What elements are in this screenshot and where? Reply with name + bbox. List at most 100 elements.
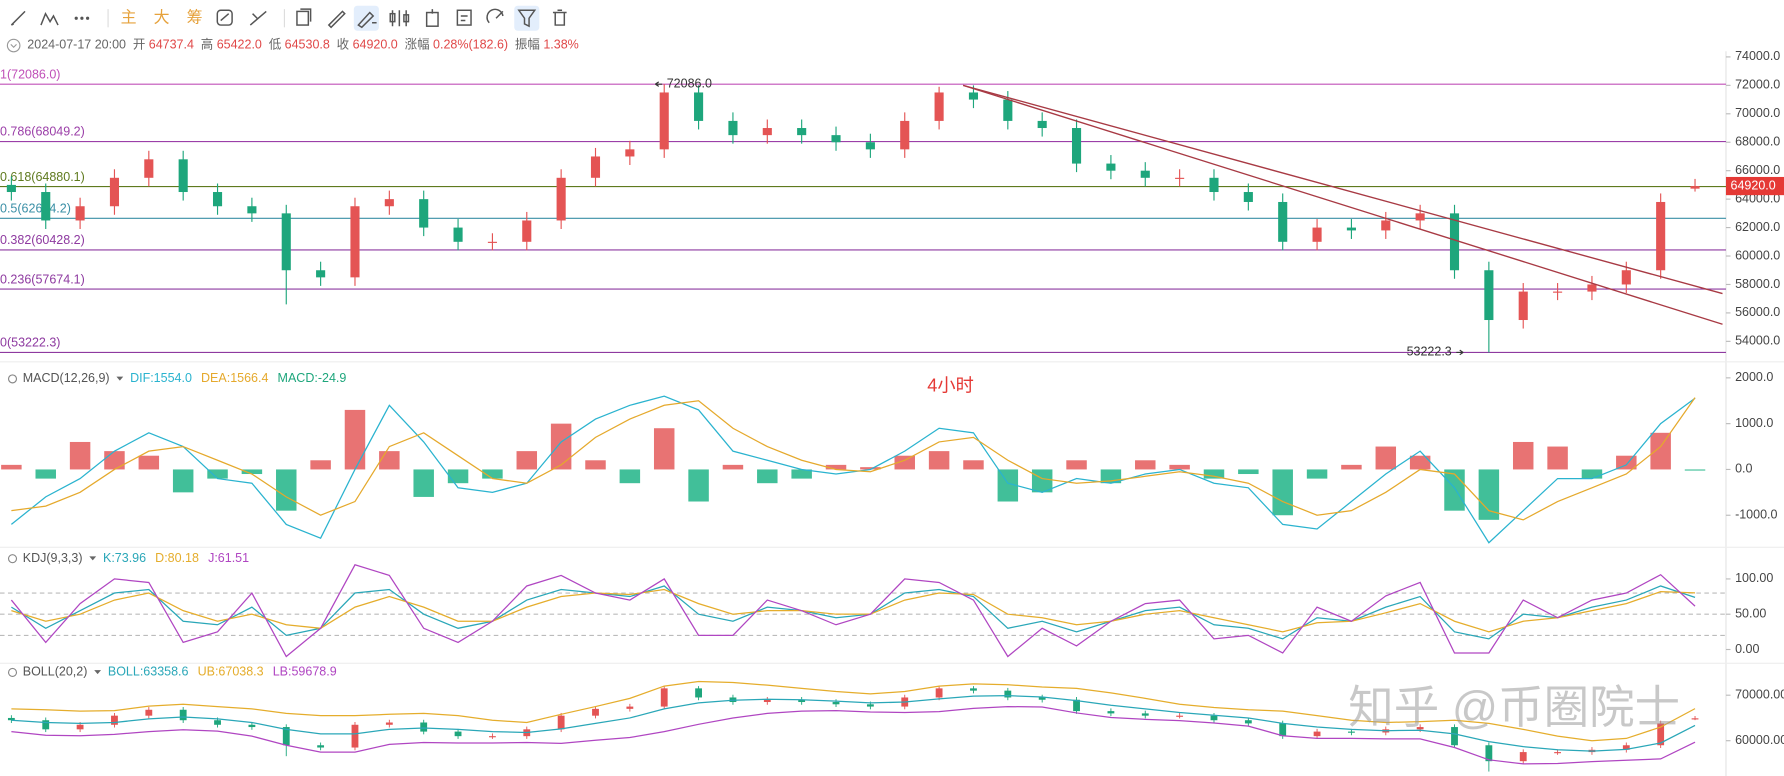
indicator-line [11, 588, 1696, 633]
toolbar-icon[interactable] [327, 10, 346, 29]
y-tick-label: 58000.0 [1735, 277, 1780, 291]
candle-body [317, 745, 325, 748]
annotation-arrow [655, 81, 663, 87]
candle-body [248, 724, 256, 728]
info-value: 1.38% [543, 38, 578, 52]
macd-bar [1684, 469, 1706, 471]
candle-body [832, 702, 840, 705]
indicator-title: MACD(12,26,9) [23, 371, 110, 385]
candle-body [1037, 120, 1047, 129]
y-tick-label: 1000.0 [1735, 416, 1773, 430]
toolbar-icon[interactable] [296, 8, 312, 26]
candle-body [592, 708, 599, 716]
toolbar-button[interactable]: 主 [121, 8, 137, 26]
y-tick-label: 66000.0 [1735, 163, 1780, 177]
y-tick-label: 0.00 [1735, 642, 1759, 656]
indicator-line [10, 564, 1696, 658]
candle-body [487, 241, 497, 243]
candle-body [1106, 163, 1116, 171]
candle-body [1312, 227, 1322, 242]
y-tick-label: -1000.0 [1735, 508, 1777, 522]
trend-line [962, 84, 1723, 325]
legend-entry: D:80.18 [155, 551, 199, 565]
candle-body [1176, 715, 1184, 717]
toolbar-icon[interactable] [249, 10, 267, 26]
macd-bar [1478, 469, 1500, 520]
toolbar-icon[interactable] [389, 10, 410, 27]
toolbar-icon[interactable] [486, 8, 504, 24]
candle-body [1209, 177, 1219, 193]
y-tick-label: 54000.0 [1735, 334, 1780, 348]
macd-bar [1203, 469, 1225, 479]
candle-body [1485, 745, 1493, 762]
toolbar-icon[interactable] [40, 11, 59, 26]
candle-body [419, 199, 429, 228]
toolbar-icon[interactable] [74, 16, 90, 20]
candle-body [1451, 727, 1458, 746]
legend-entry: MACD:-24.9 [278, 371, 347, 385]
y-tick-label: 74000.0 [1735, 49, 1780, 63]
macd-bar [1512, 441, 1534, 470]
legend-entry: DIF:1554.0 [130, 371, 192, 385]
macd-bar [688, 469, 709, 502]
macd-bar [1547, 446, 1568, 470]
candle-body [1657, 723, 1665, 746]
candle-body [489, 736, 496, 738]
y-tick-label: 60000.0 [1735, 248, 1780, 262]
toolbar-icon[interactable] [552, 9, 567, 26]
candle-body [1656, 201, 1666, 271]
macd-bar [1650, 432, 1671, 470]
candle-body [728, 120, 738, 136]
macd-bar [1272, 469, 1293, 516]
candle-body [1278, 201, 1288, 242]
toolbar-icon[interactable] [357, 11, 377, 29]
indicator-title: KDJ(9,3,3) [23, 551, 83, 565]
trend-line [962, 84, 1723, 295]
info-value: 0.28%(182.6) [433, 38, 508, 52]
candle-body [281, 213, 291, 271]
toolbar-icon[interactable] [456, 9, 472, 26]
macd-bar [447, 469, 469, 484]
macd-bar [1444, 469, 1465, 511]
toolbar-button[interactable]: 筹 [187, 8, 203, 26]
toolbar-button[interactable]: 大 [154, 8, 170, 26]
indicator-line [11, 585, 1696, 640]
toolbar-icon[interactable] [517, 9, 537, 28]
candle-body [212, 192, 223, 207]
candle-body [866, 704, 874, 707]
period-label: 4小时 [927, 376, 974, 396]
candle-body [1553, 291, 1563, 293]
last-price-box [1725, 176, 1784, 196]
macd-bar [928, 451, 950, 470]
macd-bar [1581, 469, 1603, 479]
last-price-label: 64920.0 [1731, 178, 1776, 192]
toolbar-icon[interactable] [425, 9, 439, 27]
toolbar-icon[interactable] [216, 9, 233, 26]
y-tick-label: 56000.0 [1735, 305, 1780, 319]
y-tick-label: 70000.0 [1735, 106, 1780, 120]
candle-body [351, 724, 359, 748]
candle-body [1244, 720, 1252, 724]
collapse-icon[interactable] [6, 38, 21, 53]
candle-body [831, 135, 841, 143]
annotation-label: 72086.0 [667, 76, 712, 90]
candle-body [1519, 752, 1527, 762]
legend-entry: K:73.96 [103, 551, 146, 565]
candle-body [42, 720, 50, 730]
macd-bar [69, 441, 91, 470]
candle-body [934, 92, 944, 121]
macd-bar [413, 469, 434, 497]
candle-body [420, 722, 428, 732]
candle-body [7, 717, 15, 721]
candle-body [659, 92, 669, 150]
macd-bar [791, 469, 812, 479]
candle-body [1346, 227, 1356, 231]
toolbar-icon[interactable] [10, 10, 26, 26]
candle-body [557, 715, 565, 730]
candle-body [1140, 170, 1150, 178]
candle-body [970, 688, 977, 691]
alert-icon [7, 554, 18, 564]
candle-body [1518, 291, 1528, 321]
